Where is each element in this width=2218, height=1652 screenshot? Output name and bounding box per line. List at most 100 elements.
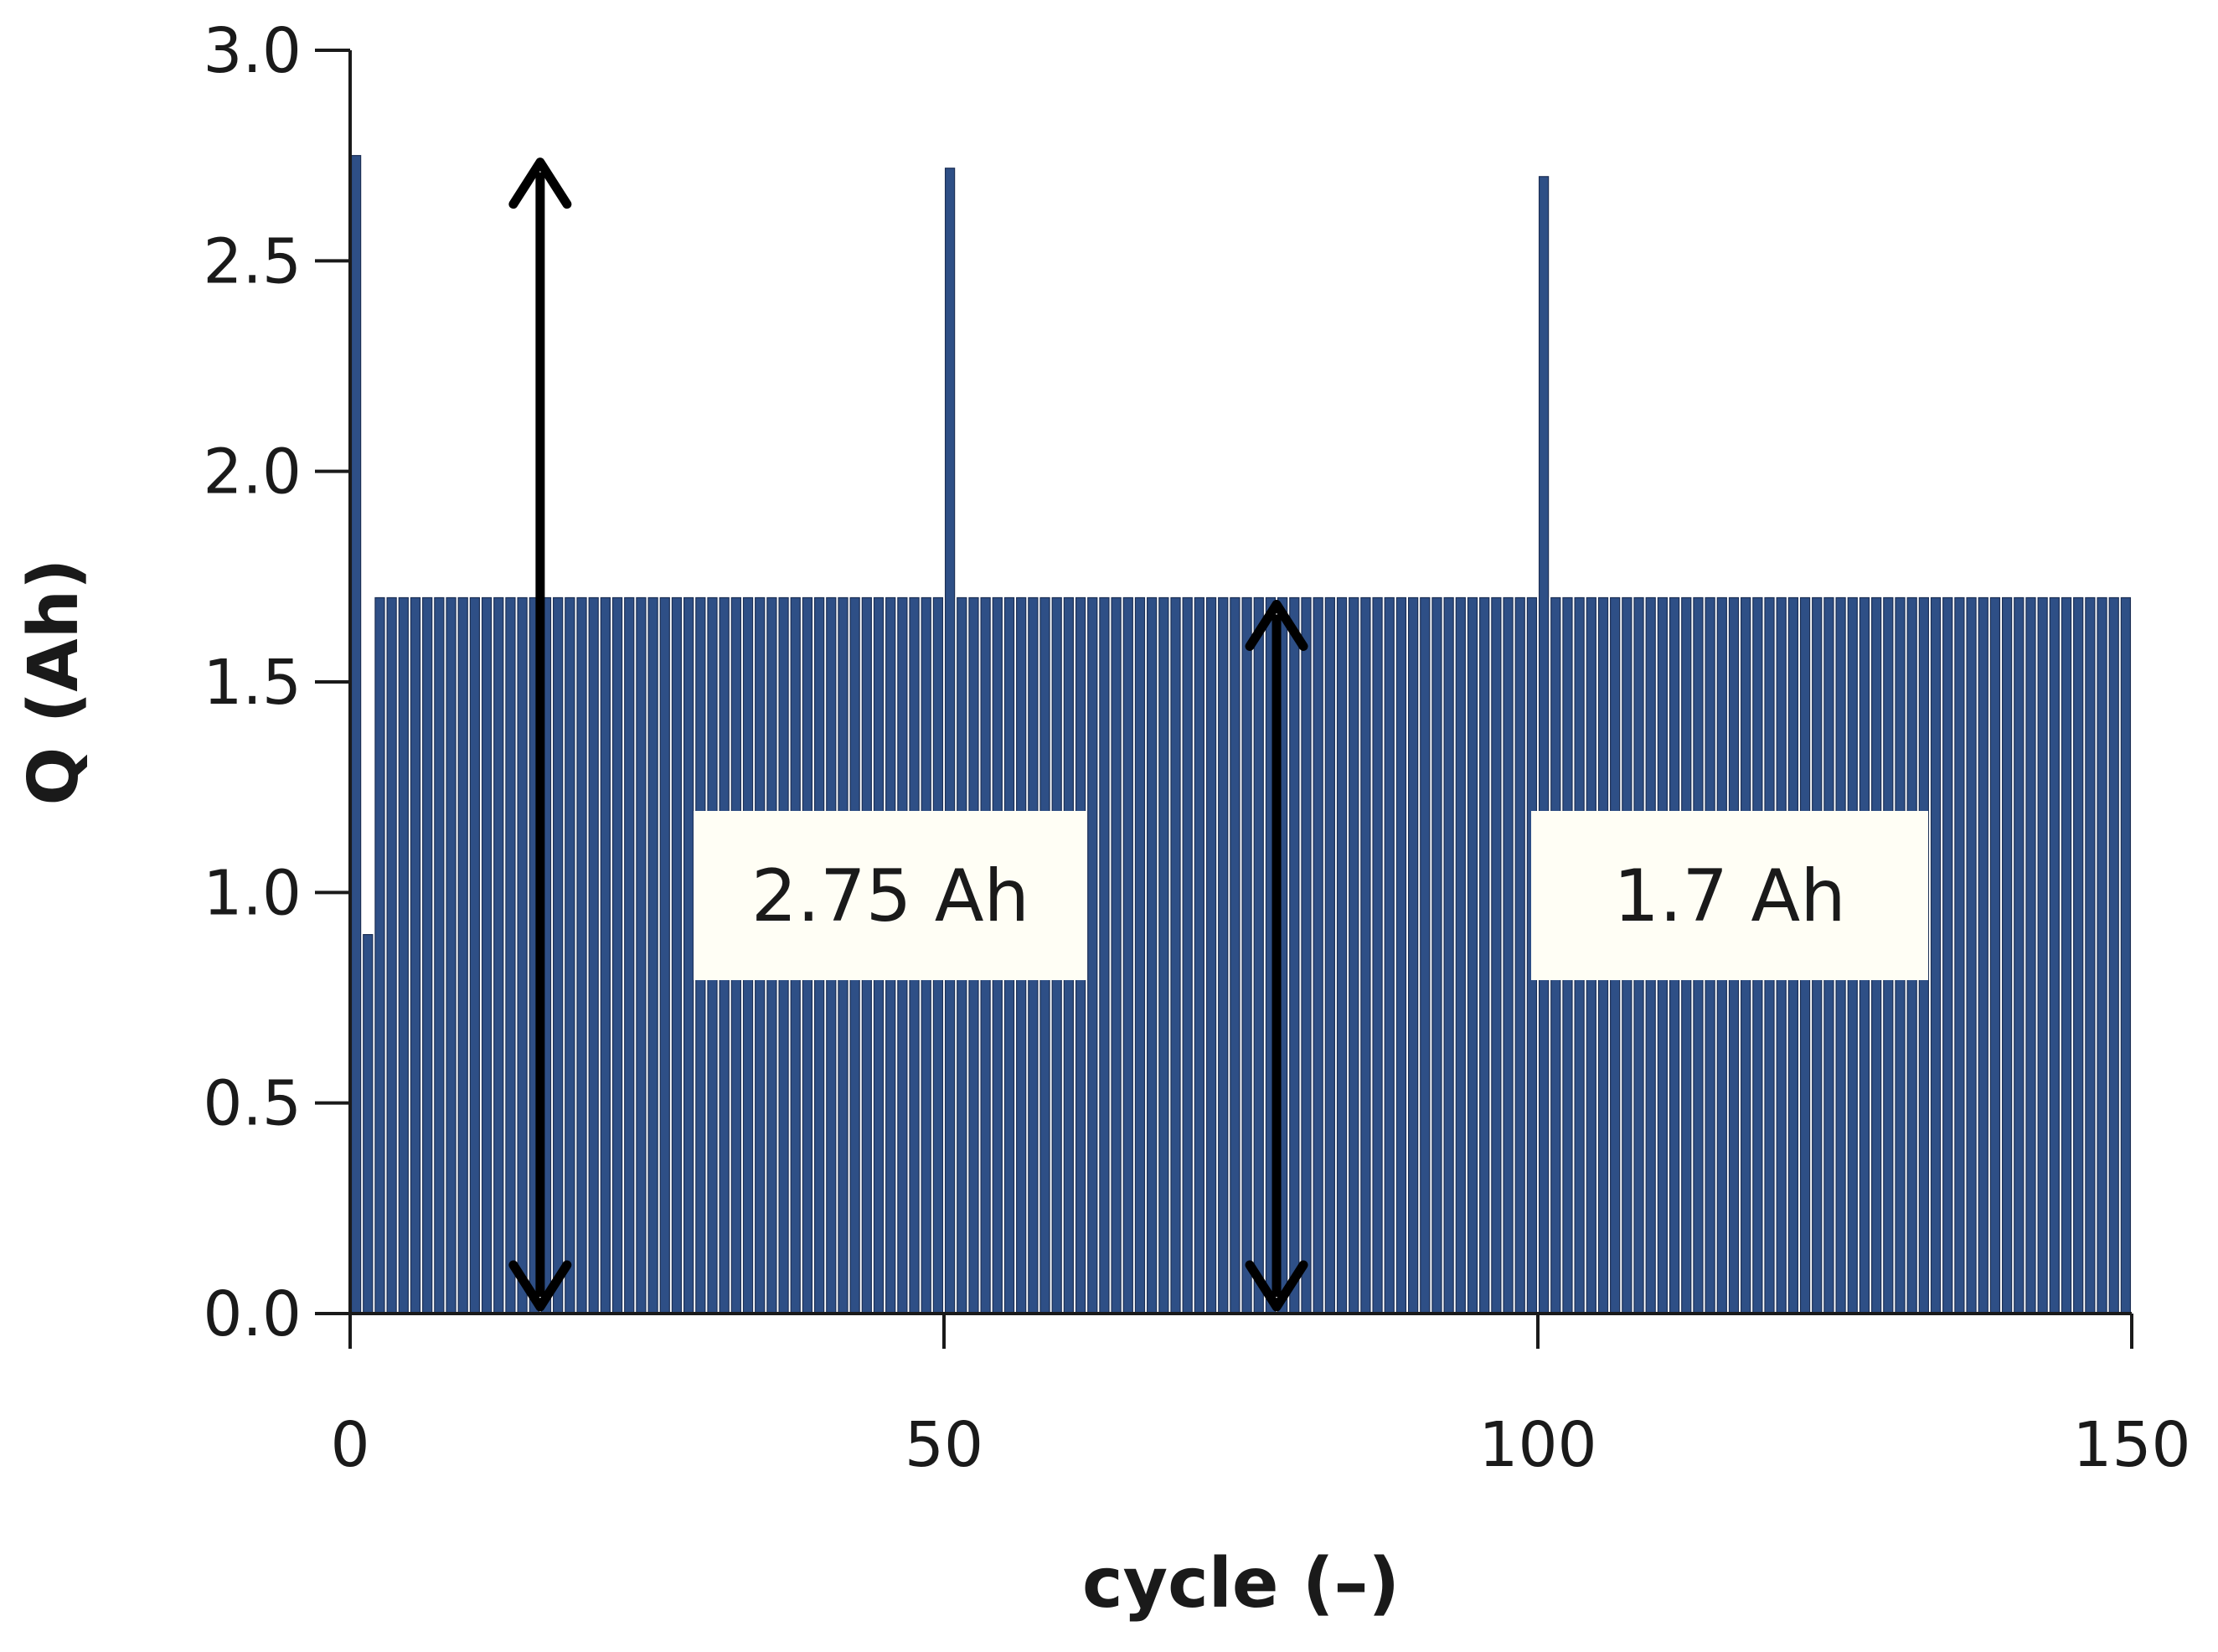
y-tick-label: 1.5 [203,647,302,719]
bar-cycle-63 [1087,596,1098,1314]
annotations-group: 2.75 Ah 1.7 Ah [508,157,1928,1312]
bar-cycle-1 [350,155,362,1314]
bar-cycle-82 [1313,596,1323,1314]
bar-cycle-23 [611,596,623,1314]
annotation-box [694,811,1087,980]
y-tick-label: 0.0 [203,1278,302,1350]
bar-cycle-93 [1443,596,1454,1314]
x-tick-label: 50 [905,1409,983,1481]
bar-cycle-147 [2085,596,2096,1314]
bars-group [350,155,2132,1314]
bar-cycle-135 [1942,596,1953,1314]
annotation-box [1531,811,1928,980]
bar-cycle-25 [636,596,647,1314]
bar-cycle-140 [2001,596,2013,1314]
y-tick-label: 2.0 [203,436,302,509]
bar-cycle-145 [2061,596,2072,1314]
bar-cycle-80 [1289,596,1300,1314]
bar-cycle-141 [2014,596,2025,1314]
bar-cycle-86 [1360,596,1371,1314]
bar-cycle-19 [565,596,575,1314]
bar-cycle-97 [1491,596,1502,1314]
bar-cycle-74 [1218,596,1229,1314]
bar-cycle-7 [422,596,433,1314]
bar-cycle-73 [1205,596,1217,1314]
arrow-head-down [508,1260,572,1312]
bar-cycle-4 [386,596,397,1314]
x-tick-label: 150 [2072,1409,2190,1481]
bar-cycle-72 [1194,596,1204,1314]
bar-cycle-94 [1455,596,1466,1314]
y-tick-label: 2.5 [203,225,302,297]
bar-cycle-12 [481,596,493,1314]
bar-cycle-71 [1182,596,1193,1314]
bar-cycle-87 [1372,596,1383,1314]
bar-cycle-96 [1479,596,1490,1314]
bar-cycle-26 [647,596,658,1314]
bar-cycle-75 [1230,596,1241,1314]
bar-cycle-2 [363,933,374,1314]
bar-cycle-5 [398,596,409,1314]
bar-cycle-150 [2120,596,2132,1314]
arrow-head-up [508,157,572,209]
bar-cycle-88 [1384,596,1395,1314]
bar-cycle-134 [1930,596,1942,1314]
bar-cycle-28 [671,596,683,1314]
bar-cycle-148 [2097,596,2107,1314]
bar-cycle-138 [1978,596,1988,1314]
bar-cycle-29 [683,596,694,1314]
bar-cycle-22 [600,596,611,1314]
arrow-head-up [1245,599,1308,651]
bar-cycle-139 [1989,596,2001,1314]
bar-cycle-20 [576,596,587,1314]
bar-cycle-84 [1336,596,1348,1314]
bar-cycle-11 [469,596,481,1314]
annotation-label: 2.75 Ah [751,854,1029,938]
y-tick-label: 1.0 [203,857,302,929]
bar-cycle-21 [588,596,599,1314]
bar-cycle-101 [1538,176,1550,1314]
bar-cycle-18 [553,596,564,1314]
bar-cycle-9 [446,596,456,1314]
y-tick-label: 3.0 [203,15,302,87]
bar-cycle-90 [1407,596,1419,1314]
arrow-head-down [1245,1260,1308,1312]
bar-cycle-95 [1467,596,1478,1314]
bar-cycle-68 [1147,596,1158,1314]
bar-cycle-92 [1431,596,1442,1314]
bar-cycle-67 [1134,596,1146,1314]
bar-cycle-83 [1324,596,1335,1314]
x-axis-label: cycle (–) [1082,1544,1400,1624]
bar-cycle-143 [2037,596,2048,1314]
bar-cycle-65 [1111,596,1122,1314]
bar-cycle-146 [2073,596,2084,1314]
bar-cycle-14 [505,596,516,1314]
bar-cycle-142 [2025,596,2036,1314]
x-tick-label: 100 [1478,1409,1596,1481]
y-tick-label: 0.5 [203,1068,302,1140]
bar-cycle-76 [1241,596,1252,1314]
bar-cycle-13 [493,596,504,1314]
bar-cycle-77 [1253,596,1264,1314]
bar-cycle-51 [944,168,956,1314]
bar-cycle-6 [410,596,421,1314]
bar-cycle-3 [374,596,385,1314]
y-axis-label: Q (Ah) [14,558,94,805]
bar-cycle-64 [1099,596,1110,1314]
bar-cycle-136 [1954,596,1965,1314]
x-tick-label: 0 [330,1409,369,1481]
bar-cycle-24 [624,596,635,1314]
bar-cycle-98 [1503,596,1514,1314]
bar-cycle-99 [1514,596,1525,1314]
bar-cycle-8 [434,596,445,1314]
bar-cycle-91 [1420,596,1431,1314]
bar-cycle-69 [1158,596,1169,1314]
bar-cycle-66 [1122,596,1133,1314]
bar-cycle-137 [1966,596,1977,1314]
bar-cycle-85 [1349,596,1359,1314]
bar-cycle-27 [659,596,670,1314]
bar-cycle-70 [1170,596,1181,1314]
bar-cycle-10 [457,596,468,1314]
bar-cycle-149 [2108,596,2119,1314]
